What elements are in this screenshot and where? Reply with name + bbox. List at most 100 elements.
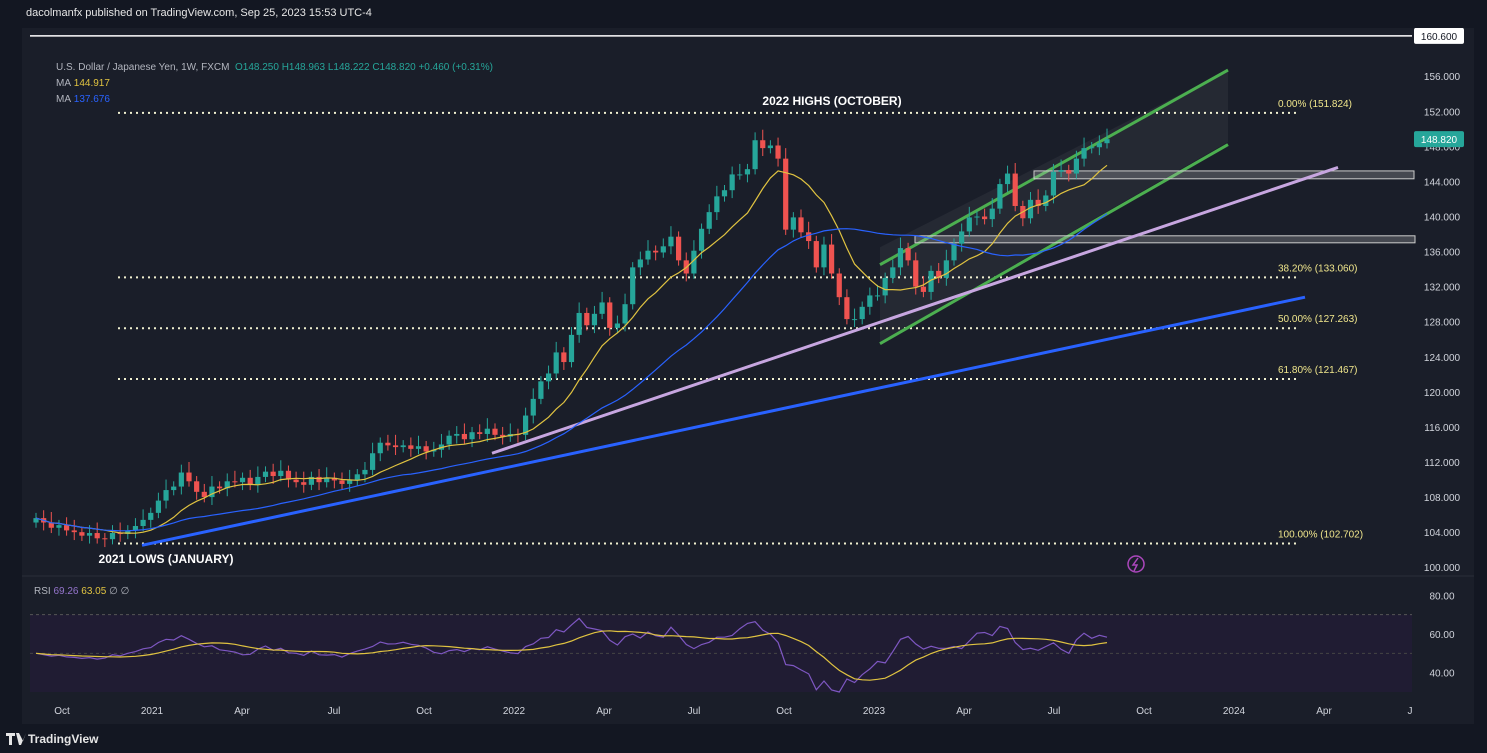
candle[interactable] [729, 174, 735, 191]
candle[interactable] [461, 433, 467, 440]
candle[interactable] [798, 217, 804, 233]
candle[interactable] [194, 481, 200, 492]
candle[interactable] [653, 250, 659, 253]
candle[interactable] [874, 295, 881, 297]
candle[interactable] [56, 525, 62, 528]
candle[interactable] [163, 490, 169, 501]
candle[interactable] [1035, 199, 1041, 206]
candle[interactable] [415, 446, 422, 449]
candle[interactable] [109, 533, 116, 540]
candle[interactable] [752, 140, 758, 170]
candle[interactable] [255, 476, 261, 485]
candle[interactable] [239, 477, 246, 483]
candle[interactable] [851, 319, 858, 321]
candle[interactable] [676, 236, 682, 261]
candle[interactable] [370, 453, 376, 470]
candle[interactable] [844, 297, 850, 320]
candle[interactable] [1104, 139, 1110, 144]
candle[interactable] [385, 442, 391, 446]
candle[interactable] [936, 270, 942, 278]
candle[interactable] [86, 533, 93, 536]
candle[interactable] [783, 158, 789, 230]
candle[interactable] [767, 145, 773, 149]
candle[interactable] [500, 434, 506, 437]
candle[interactable] [400, 445, 406, 448]
candle[interactable] [882, 277, 888, 296]
candle[interactable] [645, 250, 651, 260]
candle[interactable] [989, 208, 995, 220]
candle[interactable] [1096, 143, 1102, 148]
candle[interactable] [553, 352, 559, 374]
candle[interactable] [324, 477, 330, 483]
candle[interactable] [905, 248, 911, 261]
candle[interactable] [94, 533, 100, 539]
candle[interactable] [316, 476, 322, 483]
candle[interactable] [660, 246, 666, 253]
candle[interactable] [148, 512, 154, 520]
candle[interactable] [966, 217, 972, 232]
candle[interactable] [997, 184, 1003, 209]
candle[interactable] [821, 244, 827, 268]
candle[interactable] [477, 432, 483, 434]
candle[interactable] [591, 313, 598, 326]
candle[interactable] [1043, 195, 1049, 206]
candle[interactable] [347, 480, 353, 484]
candle[interactable] [331, 477, 337, 481]
candle[interactable] [943, 260, 949, 278]
candle[interactable] [890, 267, 896, 278]
candle[interactable] [262, 471, 269, 477]
candle[interactable] [928, 270, 934, 292]
candle[interactable] [959, 231, 965, 244]
candle[interactable] [836, 273, 842, 298]
candle[interactable] [454, 433, 460, 436]
candle[interactable] [64, 525, 70, 531]
candle[interactable] [1027, 199, 1034, 219]
candle[interactable] [920, 286, 926, 292]
candle[interactable] [806, 232, 812, 242]
candle[interactable] [714, 196, 720, 213]
candle[interactable] [668, 236, 674, 247]
candle[interactable] [308, 476, 314, 485]
candle[interactable] [790, 217, 796, 230]
candle[interactable] [362, 469, 368, 475]
candle[interactable] [423, 446, 429, 452]
candle[interactable] [1073, 158, 1079, 174]
candle[interactable] [737, 174, 743, 176]
candle[interactable] [469, 432, 475, 440]
alert-icon[interactable] [1127, 555, 1145, 573]
candle[interactable] [1081, 148, 1087, 159]
candle[interactable] [913, 260, 919, 287]
candle[interactable] [951, 243, 957, 261]
chart-canvas[interactable]: 156.000 152.000 148.000 144.000 140.000 136.0… [22, 28, 1474, 724]
candle[interactable] [530, 398, 536, 416]
candle[interactable] [561, 352, 567, 363]
candle[interactable] [1004, 173, 1011, 185]
candle[interactable] [614, 323, 620, 328]
candle[interactable] [117, 533, 123, 535]
candle[interactable] [584, 312, 590, 326]
candle[interactable] [721, 190, 728, 197]
candle[interactable] [339, 480, 345, 484]
candle[interactable] [48, 522, 54, 528]
candle[interactable] [446, 435, 452, 445]
candle[interactable] [79, 532, 85, 536]
candle[interactable] [576, 312, 582, 335]
candle[interactable] [698, 228, 705, 251]
candle[interactable] [71, 530, 77, 533]
candle[interactable] [706, 212, 712, 229]
candle[interactable] [760, 140, 766, 149]
candle[interactable] [392, 445, 399, 448]
candle[interactable] [568, 334, 575, 363]
candle[interactable] [1058, 170, 1064, 172]
candle[interactable] [1012, 173, 1018, 206]
candle[interactable] [132, 526, 139, 531]
candle[interactable] [270, 471, 276, 477]
candle[interactable] [744, 169, 751, 175]
candle[interactable] [607, 302, 613, 328]
candle[interactable] [293, 479, 299, 483]
candle[interactable] [247, 477, 253, 485]
candle[interactable] [867, 295, 873, 307]
candle[interactable] [630, 267, 636, 305]
ma-fast-label[interactable]: MA [56, 78, 71, 89]
candle[interactable] [140, 519, 146, 527]
